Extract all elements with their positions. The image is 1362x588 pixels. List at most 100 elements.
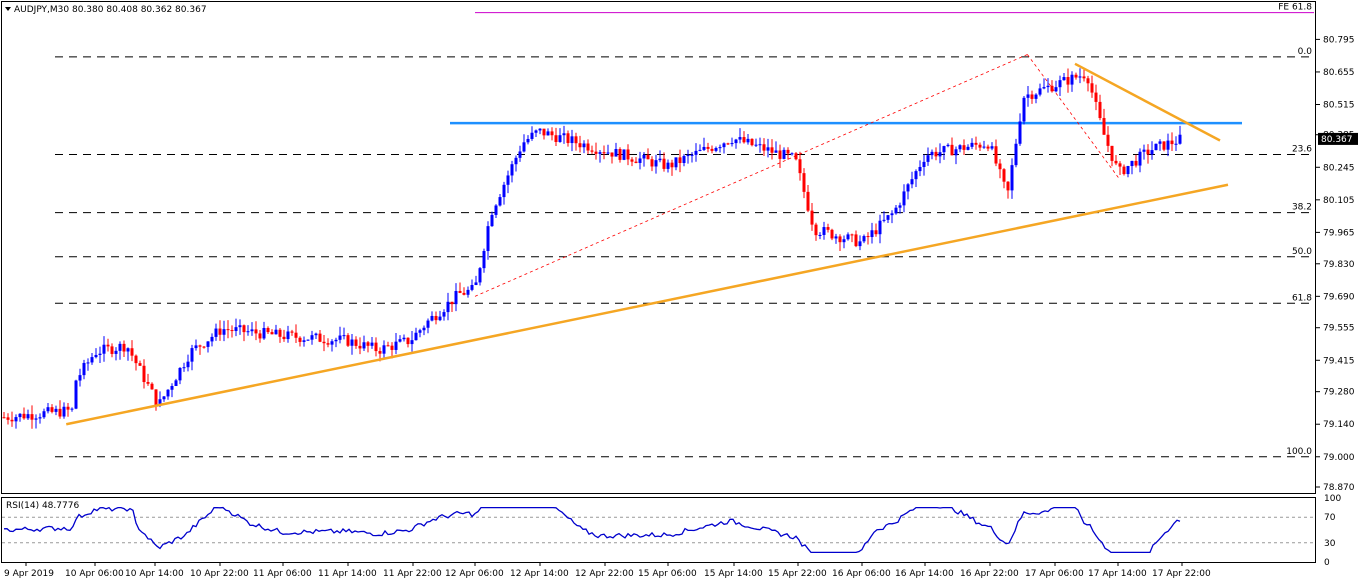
candle-body [66,406,70,410]
candle-body [970,142,974,147]
candle-body [214,328,218,337]
candle-body [494,205,498,215]
candle-body [146,382,150,384]
candle-body [818,234,822,236]
price-axis-label: 80.795 [1323,35,1355,45]
candle-body [234,327,238,332]
candle-body [1046,85,1050,88]
candle-body [90,357,94,363]
candle-body [1094,92,1098,102]
price-axis-label: 80.515 [1323,100,1355,110]
candle-body [298,337,302,342]
trend-lines [65,62,1229,426]
candle-body [606,152,610,154]
time-axis-label: 16 Apr 14:00 [895,569,954,579]
candle-body [498,197,502,206]
candle-body [614,149,618,157]
candle-body [586,143,590,151]
candle-body [798,159,802,174]
candle-body [506,175,510,185]
candle-body [1138,151,1142,166]
candle-body [1010,165,1014,191]
candle-body [166,389,170,397]
candle-body [1070,74,1074,85]
candle-body [1102,118,1106,135]
time-axis-label: 17 Apr 06:00 [1025,569,1084,579]
fib-level-label: 61.8 [1292,293,1312,303]
candle-body [642,154,646,159]
candle-body [1154,143,1158,151]
price-axis-label: 80.105 [1323,196,1355,206]
price-axis-label: 79.415 [1323,356,1355,366]
candle-body [870,230,874,238]
candle-body [190,348,194,362]
candle-body [1146,149,1150,155]
symbol-dropdown-icon[interactable] [5,7,11,11]
candle-body [746,138,750,143]
candle-body [810,210,814,225]
symbol-ohlc-label: AUDJPY,M30 80.380 80.408 80.362 80.367 [14,5,207,15]
candle-body [738,137,742,140]
candle-body [382,345,386,354]
candle-body [966,146,970,150]
candle-body [282,336,286,340]
time-axis-label: 11 Apr 06:00 [253,569,312,579]
time-axis-label: 15 Apr 14:00 [704,569,763,579]
candle-body [802,173,806,192]
candle-body [1026,94,1030,98]
candle-body [30,414,34,420]
candle-body [262,327,266,339]
candle-body [1098,101,1102,119]
candle-body [330,341,334,345]
candle-body [938,152,942,157]
candle-body [834,236,838,239]
candle-body [94,354,98,358]
candle-body [334,339,338,342]
candle-body [978,144,982,148]
candle-body [914,171,918,180]
candle-body [346,335,350,346]
price-axis-label: 80.245 [1323,163,1355,173]
candle-body [974,142,978,145]
candle-body [370,342,374,346]
candle-body [910,179,914,185]
candle-body [866,236,870,238]
candle-body [322,341,326,344]
candle-body [626,149,630,160]
candle-body [102,344,106,354]
current-price-label: 80.367 [1321,135,1353,145]
candle-body [806,191,810,211]
candle-body [634,161,638,163]
candle-body [790,153,794,155]
candle-body [226,329,230,331]
current-price-tag: 80.367 [1318,132,1358,145]
candle-body [1078,76,1082,78]
candle-body [458,290,462,293]
candle-body [898,205,902,208]
candle-body [70,408,74,410]
time-axis-label: 11 Apr 14:00 [318,569,377,579]
candle-body [1050,85,1054,92]
candle-body [418,330,422,333]
candle-body [778,150,782,159]
candle-body [426,320,430,328]
candle-body [962,145,966,150]
rising-support-trendline [65,183,1229,426]
candle-body [826,227,830,230]
candle-body [410,340,414,345]
price-axis-label: 78.870 [1323,483,1355,493]
candle-body [386,345,390,347]
candle-body [622,149,626,160]
candle-body [682,156,686,163]
candle-body [1018,121,1022,144]
candle-body [170,386,174,390]
candle-body [1174,143,1178,145]
candle-body [1170,140,1174,145]
candle-body [1030,94,1034,99]
candle-body [394,341,398,350]
candle-body [874,230,878,235]
price-axis-label: 79.140 [1323,420,1355,430]
candle-body [566,133,570,144]
price-axis-label: 79.965 [1323,228,1355,238]
candle-body [238,325,242,328]
